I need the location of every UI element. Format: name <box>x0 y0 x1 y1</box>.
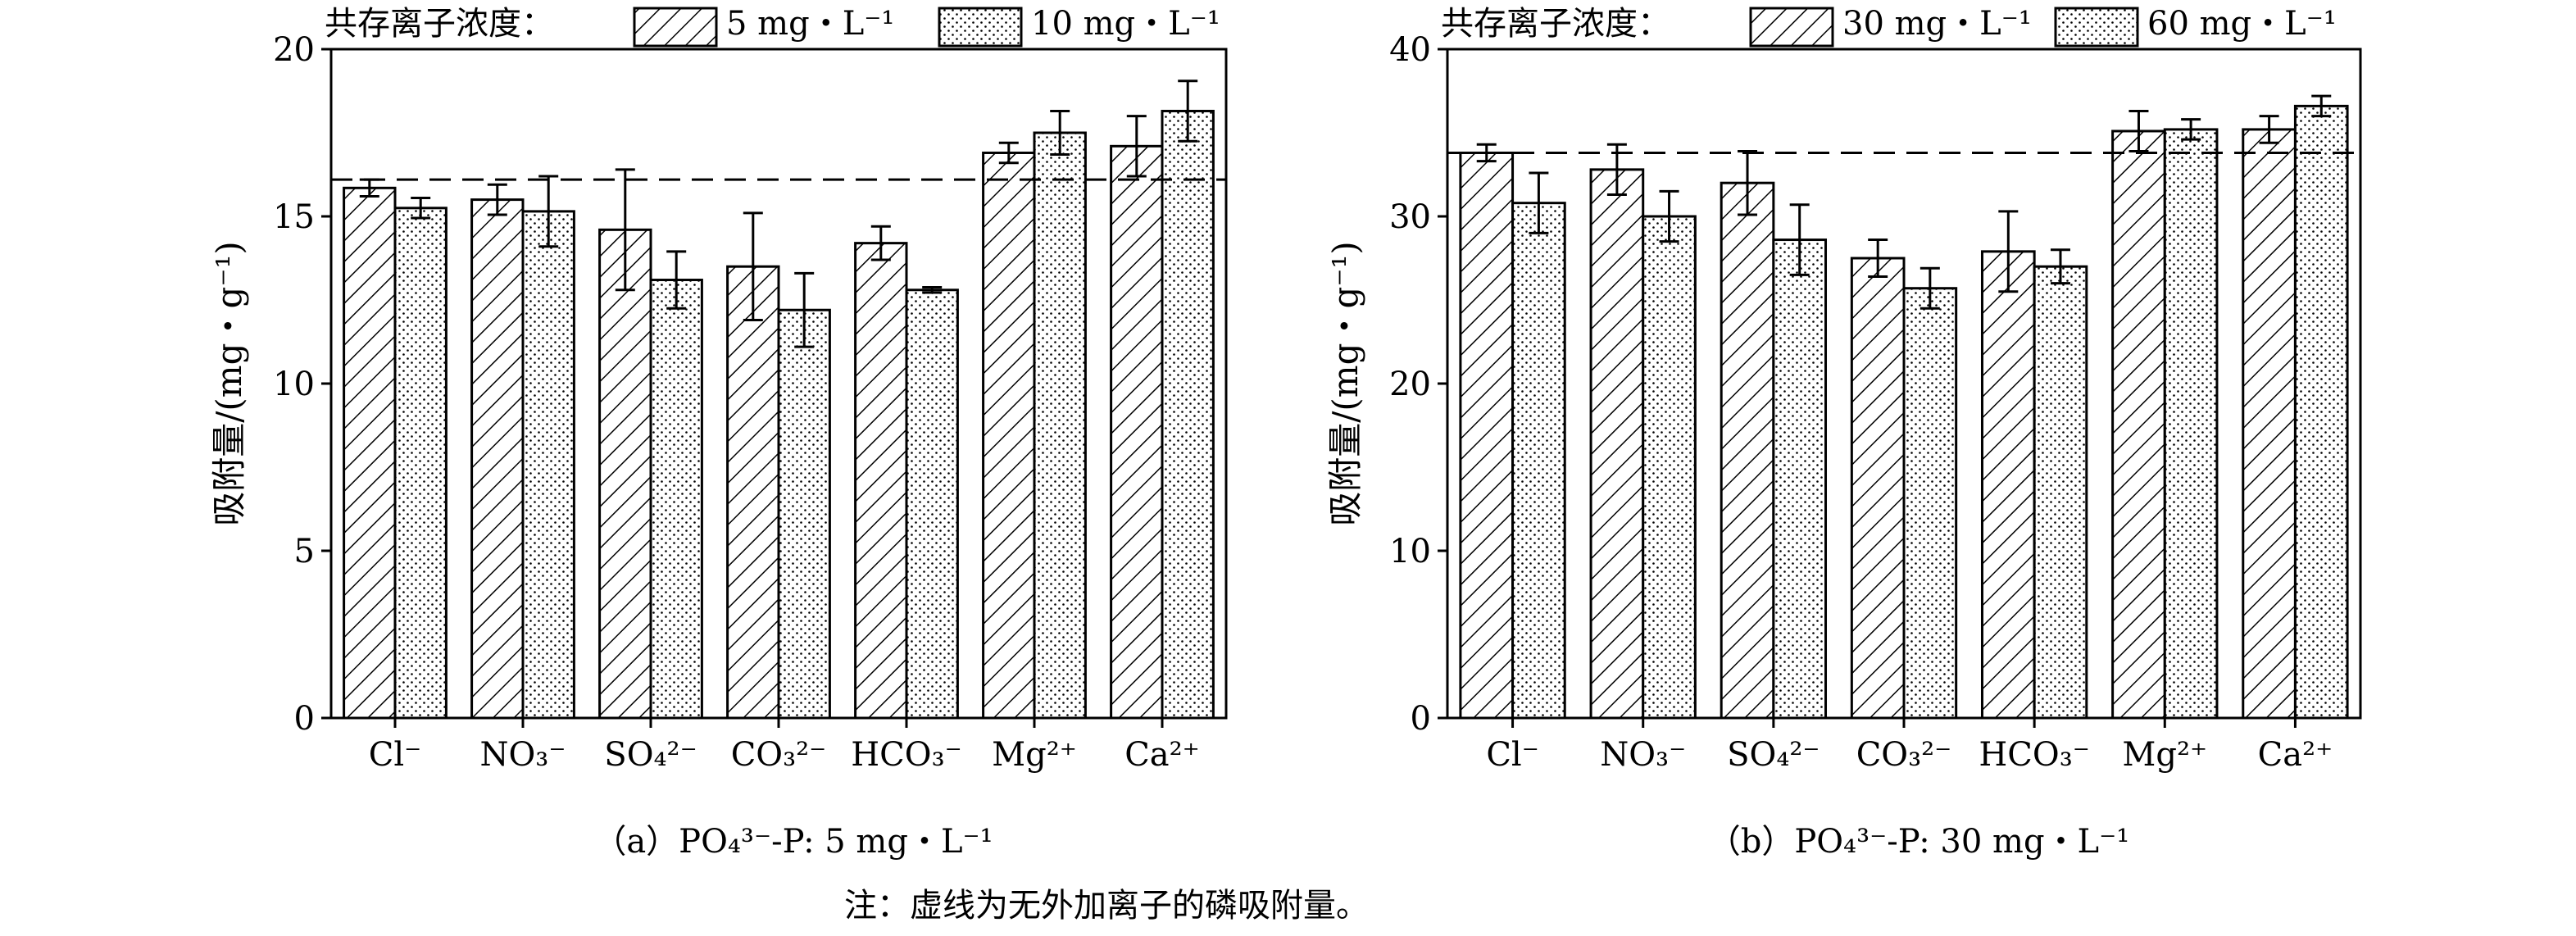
y-axis-title: 吸附量/(mg・g⁻¹) <box>1325 241 1365 526</box>
bar <box>2293 104 2349 720</box>
y-tick-label: 10 <box>273 366 315 403</box>
x-tick-label: Mg²⁺ <box>992 736 1077 774</box>
bar <box>1642 215 1697 720</box>
bar <box>1589 168 1645 720</box>
bar <box>649 279 703 720</box>
bar <box>1720 181 1775 720</box>
bar <box>726 265 780 720</box>
bar <box>905 289 959 720</box>
legend-swatch <box>1749 7 1834 48</box>
bar <box>1459 151 1515 720</box>
legend-swatch <box>938 7 1023 48</box>
bar <box>343 186 397 720</box>
x-tick-label: CO₃²⁻ <box>731 736 827 774</box>
legend-title: 共存离子浓度： <box>1441 5 1670 43</box>
panel-caption: （a）PO₄³⁻-P: 5 mg・L⁻¹ <box>593 823 993 861</box>
bar <box>1980 250 2036 720</box>
chart-panel-2: 0 10 20 30 40 吸附量/(mg・g⁻¹) Cl⁻ NO₃⁻ SO₄²⁻ CO₃²⁻ HC… <box>1325 5 2362 861</box>
y-tick-label: 40 <box>1389 31 1431 69</box>
legend-title: 共存离子浓度： <box>325 5 554 43</box>
bar <box>1511 202 1566 720</box>
bar <box>2033 265 2088 720</box>
legend-label: 5 mg・L⁻¹ <box>726 5 894 43</box>
bar <box>1902 287 1958 720</box>
bar <box>1161 109 1215 720</box>
y-tick-label: 0 <box>294 700 315 738</box>
bar <box>2111 129 2166 720</box>
x-tick-label: Cl⁻ <box>1486 736 1539 774</box>
bar <box>982 151 1036 720</box>
bar <box>1850 257 1906 720</box>
bar <box>470 198 525 720</box>
x-tick-label: HCO₃⁻ <box>851 736 961 774</box>
legend-label: 10 mg・L⁻¹ <box>1031 5 1220 43</box>
x-tick-label: NO₃⁻ <box>1600 736 1686 774</box>
legend-label: 30 mg・L⁻¹ <box>1842 5 2032 43</box>
x-tick-label: SO₄²⁻ <box>1727 736 1820 774</box>
legend-label: 60 mg・L⁻¹ <box>2147 5 2337 43</box>
y-tick-label: 20 <box>1389 366 1431 403</box>
legend-swatch <box>2054 7 2139 48</box>
y-tick-label: 20 <box>273 31 315 69</box>
x-tick-label: CO₃²⁻ <box>1856 736 1952 774</box>
legend-swatch <box>633 7 718 48</box>
bar <box>854 242 908 720</box>
bar <box>598 228 652 720</box>
panel-caption: （b）PO₄³⁻-P: 30 mg・L⁻¹ <box>1708 823 2130 861</box>
y-tick-label: 15 <box>273 198 315 236</box>
bar <box>2163 128 2219 720</box>
bar <box>1110 144 1164 720</box>
y-tick-label: 30 <box>1389 198 1431 236</box>
bar <box>1772 239 1828 720</box>
bar <box>1033 131 1087 720</box>
x-tick-label: HCO₃⁻ <box>1979 736 2089 774</box>
x-tick-label: Mg²⁺ <box>2122 736 2207 774</box>
x-tick-label: Ca²⁺ <box>1124 736 1200 774</box>
y-tick-label: 0 <box>1411 700 1431 738</box>
bar <box>777 308 831 720</box>
x-tick-label: SO₄²⁻ <box>604 736 697 774</box>
y-axis-title: 吸附量/(mg・g⁻¹) <box>209 241 249 526</box>
bar <box>2242 128 2297 720</box>
x-tick-label: Cl⁻ <box>369 736 422 774</box>
bar <box>393 207 448 720</box>
y-tick-label: 5 <box>294 533 315 570</box>
x-tick-label: Ca²⁺ <box>2258 736 2333 774</box>
chart-panel-1: 0 5 10 15 20 吸附量/(mg・g⁻¹) Cl⁻ NO₃⁻ SO₄²⁻ CO₃²⁻ HCO… <box>209 5 1228 861</box>
bar <box>521 210 575 720</box>
y-tick-label: 10 <box>1389 533 1431 570</box>
x-tick-label: NO₃⁻ <box>480 736 566 774</box>
footnote: 注：虚线为无外加离子的磷吸附量。 <box>844 887 1369 925</box>
